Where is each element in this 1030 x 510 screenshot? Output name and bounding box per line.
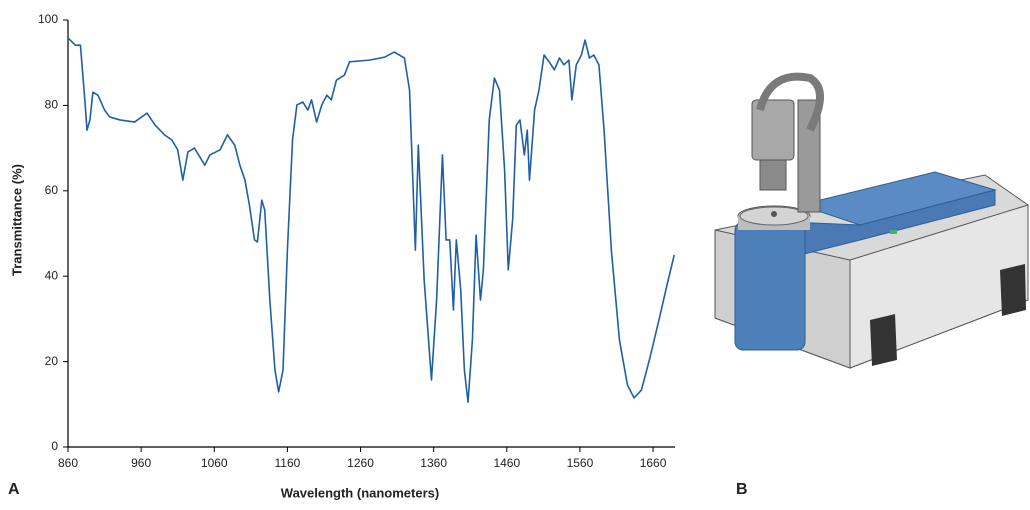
panel-label: B [736,481,748,498]
y-tick-label: 60 [45,183,59,197]
y-tick-label: 0 [51,439,58,453]
x-tick-label: 1460 [493,456,520,470]
panel-label: A [8,481,20,498]
x-tick-label: 1160 [274,456,300,470]
y-tick-label: 40 [45,268,59,282]
x-tick-label: 1560 [567,456,594,470]
y-tick-label: 80 [45,98,59,112]
x-tick-label: 1260 [347,456,374,470]
y-axis-label: Transmittance (%) [9,164,24,276]
plot-area: 0 20 40 60 80 100 860 960 1060 1160 1260 1360 1460 15… [38,12,676,470]
x-tick-label: 860 [58,456,78,470]
spectrum-line [67,37,676,403]
spectrometer-illustration [714,72,1029,369]
x-tick-label: 960 [131,456,151,470]
y-tick-label: 20 [45,354,59,368]
x-tick-label: 1360 [420,456,447,470]
y-tick-label: 100 [38,12,58,26]
x-tick-label: 1660 [640,456,667,470]
x-axis-label: Wavelength (nanometers) [281,485,439,500]
x-tick-label: 1060 [201,456,228,470]
